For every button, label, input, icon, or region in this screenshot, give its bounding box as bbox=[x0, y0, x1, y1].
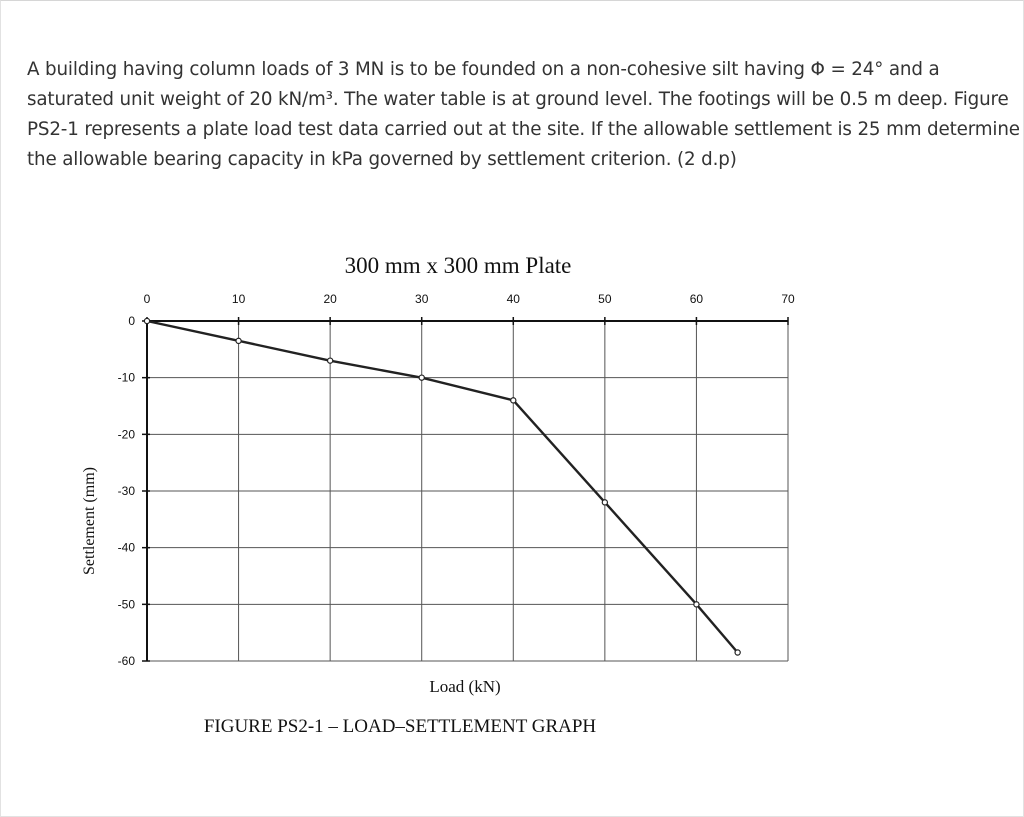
x-tick-label: 60 bbox=[690, 292, 704, 306]
problem-line: PS2-1 represents a plate load test data … bbox=[27, 119, 1020, 140]
y-tick-label: -30 bbox=[118, 484, 136, 498]
data-point bbox=[418, 374, 425, 381]
y-tick-label: 0 bbox=[128, 314, 135, 328]
data-line bbox=[146, 319, 739, 654]
data-point bbox=[601, 499, 609, 506]
problem-line: saturated unit weight of 20 kN/m³. The w… bbox=[27, 89, 1009, 110]
problem-line: A building having column loads of 3 MN i… bbox=[27, 59, 940, 80]
x-tick-label: 20 bbox=[323, 292, 337, 306]
problem-statement: A building having column loads of 3 MN i… bbox=[27, 55, 1020, 175]
data-point bbox=[326, 357, 334, 364]
y-tick-label: -60 bbox=[118, 654, 136, 668]
figure-caption: FIGURE PS2-1 – LOAD–SETTLEMENT GRAPH bbox=[203, 716, 597, 737]
data-point bbox=[734, 649, 741, 656]
chart-title: 300 mm x 300 mm Plate bbox=[344, 253, 572, 278]
y-tick-label: -10 bbox=[118, 371, 136, 385]
load-settlement-figure: 0 10 20 30 40 50 60 70 0 -10 -20 -30 -40 -50 -60 300 m… bbox=[70, 245, 810, 745]
x-tick-label: 10 bbox=[232, 292, 246, 306]
x-tick-label: 30 bbox=[415, 292, 429, 306]
x-tick-label: 50 bbox=[598, 292, 612, 306]
problem-line: the allowable bearing capacity in kPa go… bbox=[27, 149, 737, 170]
data-point bbox=[510, 397, 517, 404]
x-axis-label: Load (kN) bbox=[429, 677, 501, 696]
data-point bbox=[235, 337, 242, 345]
x-tick-label: 0 bbox=[144, 292, 151, 306]
data-point bbox=[143, 317, 151, 325]
load-settlement-chart: 0 10 20 30 40 50 60 70 0 -10 -20 -30 -40 -50 -60 bbox=[118, 292, 795, 668]
data-point bbox=[693, 601, 700, 608]
x-tick-label: 70 bbox=[781, 292, 795, 306]
y-tick-label: -20 bbox=[118, 427, 136, 441]
y-tick-label: -50 bbox=[118, 597, 136, 611]
y-tick-label: -40 bbox=[118, 541, 136, 555]
x-tick-label: 40 bbox=[507, 292, 521, 306]
y-axis-label: Settlement (mm) bbox=[81, 467, 98, 575]
